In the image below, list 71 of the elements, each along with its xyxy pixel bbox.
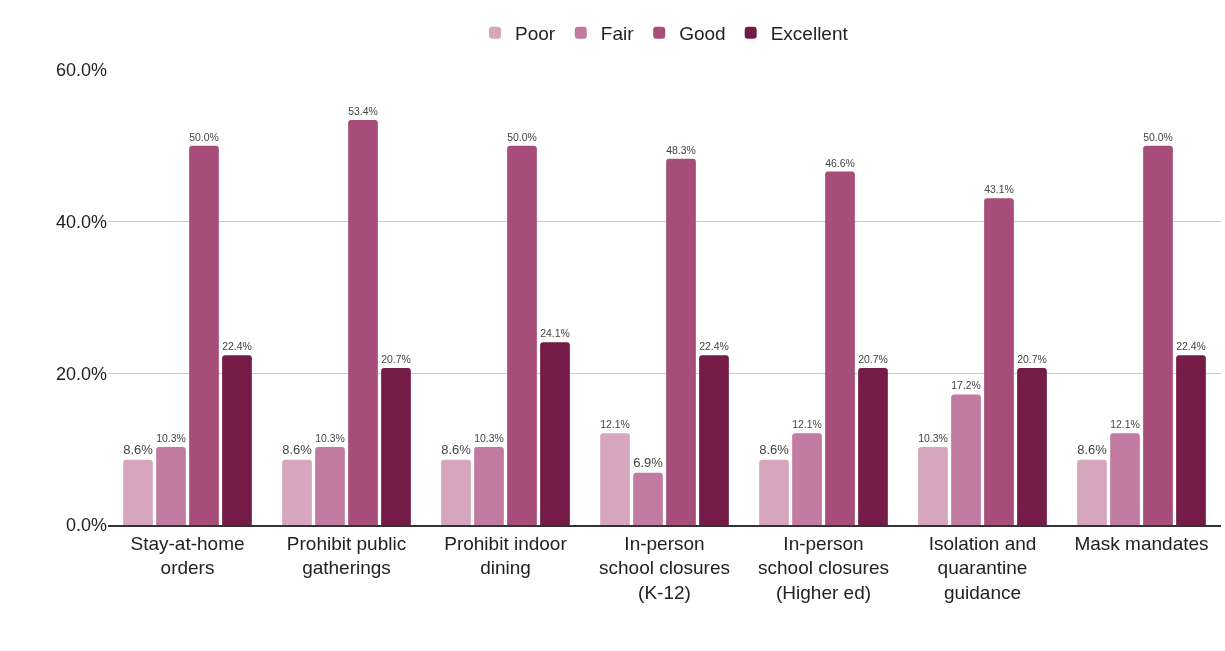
data-label: 24.1% bbox=[540, 328, 570, 340]
bar bbox=[1143, 145, 1173, 525]
bar bbox=[348, 120, 378, 525]
data-label: 8.6% bbox=[1077, 442, 1108, 458]
y-tick-label: 60.0% bbox=[55, 60, 107, 81]
bar bbox=[918, 446, 948, 525]
bar bbox=[951, 394, 981, 525]
data-label: 6.9% bbox=[633, 455, 664, 471]
bar bbox=[441, 459, 471, 525]
data-label: 22.4% bbox=[222, 341, 252, 353]
bar bbox=[1110, 433, 1140, 525]
data-label: 8.6% bbox=[282, 442, 313, 458]
bar bbox=[1176, 355, 1206, 525]
data-label: 22.4% bbox=[1176, 341, 1206, 353]
bar bbox=[699, 355, 729, 525]
x-tick-label: Mask mandates bbox=[1074, 532, 1209, 554]
y-tick-label: 0.0% bbox=[65, 515, 107, 536]
bar bbox=[666, 158, 696, 525]
legend-label: Good bbox=[679, 23, 726, 45]
y-tick-label: 40.0% bbox=[55, 211, 107, 232]
data-label: 12.1% bbox=[1110, 419, 1140, 431]
data-label: 10.3% bbox=[315, 432, 345, 444]
data-label: 53.4% bbox=[348, 105, 378, 117]
bar bbox=[792, 433, 822, 525]
data-label: 20.7% bbox=[858, 353, 888, 365]
legend-label: Poor bbox=[515, 23, 556, 45]
bar bbox=[123, 459, 153, 525]
bar bbox=[1017, 368, 1047, 525]
bar bbox=[222, 355, 252, 525]
bar bbox=[381, 368, 411, 525]
bar bbox=[507, 145, 537, 525]
data-label: 12.1% bbox=[600, 419, 630, 431]
bar bbox=[633, 472, 663, 525]
data-label: 17.2% bbox=[951, 380, 981, 392]
data-label: 50.0% bbox=[1143, 131, 1173, 143]
data-label: 8.6% bbox=[759, 442, 790, 458]
bar bbox=[540, 342, 570, 525]
data-label: 20.7% bbox=[1017, 353, 1047, 365]
bar bbox=[474, 446, 504, 525]
x-tick-label: In-person school closures (K-12) bbox=[599, 532, 730, 603]
bar bbox=[282, 459, 312, 525]
data-label: 43.1% bbox=[984, 184, 1014, 196]
y-tick-label: 20.0% bbox=[55, 363, 107, 384]
x-tick-label: Prohibit public gatherings bbox=[286, 532, 407, 579]
bar bbox=[600, 433, 630, 525]
data-label: 8.6% bbox=[123, 442, 154, 458]
data-label: 12.1% bbox=[792, 419, 822, 431]
data-label: 10.3% bbox=[918, 432, 948, 444]
bar bbox=[984, 198, 1014, 525]
data-label: 48.3% bbox=[666, 144, 696, 156]
bar bbox=[858, 368, 888, 525]
bar bbox=[189, 145, 219, 525]
x-tick-label: Isolation and quarantine guidance bbox=[928, 532, 1037, 603]
data-label: 50.0% bbox=[189, 131, 219, 143]
data-label: 20.7% bbox=[381, 353, 411, 365]
bar bbox=[156, 446, 186, 525]
legend-label: Excellent bbox=[770, 23, 849, 45]
bar bbox=[759, 459, 789, 525]
data-label: 22.4% bbox=[699, 341, 729, 353]
x-tick-label: In-person school closures (Higher ed) bbox=[758, 532, 889, 603]
bar bbox=[1077, 459, 1107, 525]
legend-label: Fair bbox=[600, 23, 635, 45]
data-label: 10.3% bbox=[474, 432, 504, 444]
data-label: 46.6% bbox=[825, 157, 855, 169]
bar bbox=[315, 446, 345, 525]
data-label: 10.3% bbox=[156, 432, 186, 444]
x-tick-label: Stay-at-home orders bbox=[130, 532, 245, 579]
x-tick-label: Prohibit indoor dining bbox=[444, 532, 568, 579]
data-label: 8.6% bbox=[441, 442, 472, 458]
bar bbox=[825, 171, 855, 525]
data-label: 50.0% bbox=[507, 131, 537, 143]
